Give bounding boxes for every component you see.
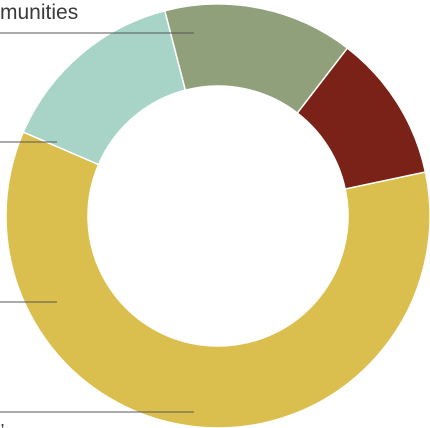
donut-slice-1: [22, 9, 187, 166]
donut-slice-0: [5, 131, 430, 428]
slice-group: [5, 3, 430, 428]
leader-line-group: [0, 32, 194, 413]
label-slice-1: munities: [0, 1, 78, 24]
label-slice-0: ,: [0, 410, 5, 428]
donut-slice-3: [296, 47, 427, 190]
